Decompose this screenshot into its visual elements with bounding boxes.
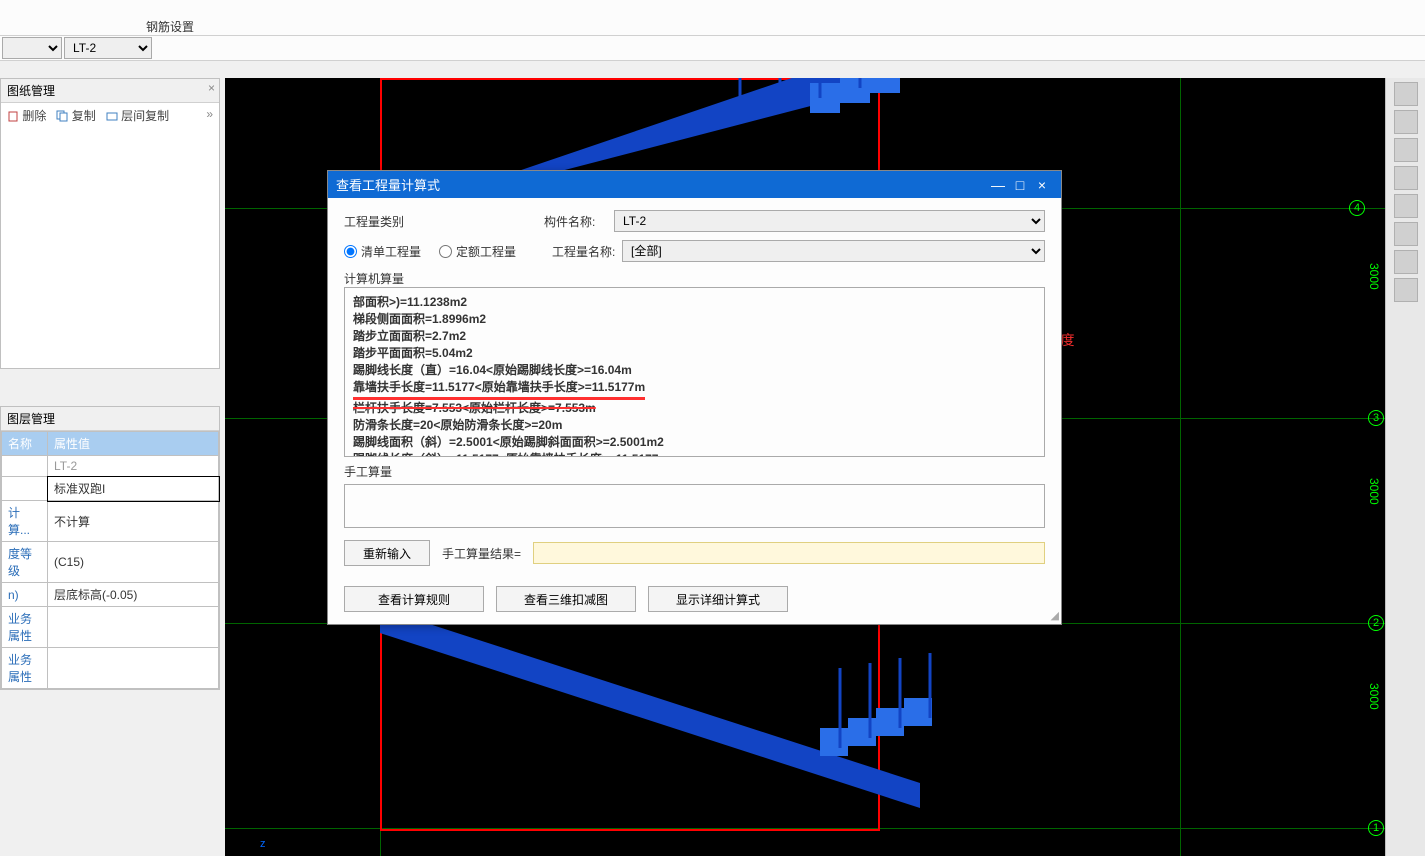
category-label: 工程量类别 bbox=[344, 213, 414, 230]
prop-value[interactable] bbox=[48, 648, 219, 689]
prop-label: 业务属性 bbox=[2, 648, 48, 689]
manual-result-value bbox=[533, 542, 1045, 564]
ribbon-tab-rebar[interactable]: 钢筋设置 bbox=[146, 18, 194, 35]
tool-icon[interactable] bbox=[1394, 250, 1418, 274]
axis-mark: 4 bbox=[1349, 200, 1365, 216]
cube-icon[interactable] bbox=[1394, 194, 1418, 218]
more-icon[interactable]: » bbox=[206, 107, 213, 124]
dialog-titlebar[interactable]: 查看工程量计算式 — □ × bbox=[328, 171, 1061, 198]
calc-result-box[interactable]: 部面积>)=11.1238m2梯段侧面面积=1.8996m2踏步立面面积=2.7… bbox=[344, 287, 1045, 457]
panel-drawing-manage: 图纸管理 × 删除 复制 层间复制 » bbox=[0, 78, 220, 369]
dialog-footer: 查看计算规则 查看三维扣减图 显示详细计算式 bbox=[328, 576, 1061, 624]
calc-line: 部面积>)=11.1238m2 bbox=[353, 294, 1036, 311]
copy-button[interactable]: 复制 bbox=[56, 107, 95, 124]
show-detail-button[interactable]: 显示详细计算式 bbox=[648, 586, 788, 612]
axis-mark: 3 bbox=[1368, 410, 1384, 426]
calc-line: 踏步立面面积=2.7m2 bbox=[353, 328, 1036, 345]
radio-quota-qty[interactable]: 定额工程量 bbox=[439, 243, 516, 260]
axis-mark: 2 bbox=[1368, 615, 1384, 631]
axis-mark: 1 bbox=[1368, 820, 1384, 836]
calc-line: 栏杆扶手长度=7.553<原始栏杆长度>=7.553m bbox=[353, 400, 1036, 417]
panel-layer-manage: 图层管理 名称属性值 LT-2标准双跑I计算...不计算度等级(C15)n)层底… bbox=[0, 406, 220, 690]
right-toolbar bbox=[1385, 78, 1425, 856]
calc-line: 梯段侧面面积=1.8996m2 bbox=[353, 311, 1036, 328]
manual-input-box[interactable] bbox=[344, 484, 1045, 528]
tool-icon[interactable] bbox=[1394, 222, 1418, 246]
qty-name-select[interactable]: [全部] bbox=[622, 240, 1045, 262]
qty-name-label: 工程量名称: bbox=[552, 243, 622, 260]
component-select[interactable]: LT-2 bbox=[614, 210, 1045, 232]
radio-list-qty[interactable]: 清单工程量 bbox=[344, 243, 421, 260]
prop-label: 度等级 bbox=[2, 542, 48, 583]
close-icon[interactable]: × bbox=[208, 81, 215, 95]
view-icon[interactable] bbox=[1394, 82, 1418, 106]
manual-result-label: 手工算量结果= bbox=[442, 545, 521, 562]
calc-line: 踢脚线长度（直）=16.04<原始踢脚线长度>=16.04m bbox=[353, 362, 1036, 379]
calc-line: 靠墙扶手长度=11.5177<原始靠墙扶手长度>=11.5177m bbox=[353, 379, 1036, 400]
selector-2[interactable]: LT-2 bbox=[64, 37, 152, 59]
calc-line: 踢脚线面积（斜）=2.5001<原始踢脚斜面面积>=2.5001m2 bbox=[353, 434, 1036, 451]
maximize-icon[interactable]: □ bbox=[1009, 177, 1031, 193]
property-table: 名称属性值 LT-2标准双跑I计算...不计算度等级(C15)n)层底标高(-0… bbox=[1, 431, 219, 689]
panel-toolbar: 删除 复制 层间复制 » bbox=[1, 103, 219, 128]
delete-button[interactable]: 删除 bbox=[7, 107, 46, 124]
prop-label: n) bbox=[2, 583, 48, 607]
selector-1[interactable] bbox=[2, 37, 62, 59]
col-value: 属性值 bbox=[48, 432, 219, 456]
calc-line: 防滑条长度=20<原始防滑条长度>=20m bbox=[353, 417, 1036, 434]
col-name: 名称 bbox=[2, 432, 48, 456]
prop-value[interactable]: LT-2 bbox=[48, 456, 219, 477]
prop-label bbox=[2, 477, 48, 501]
calc-line: 踢脚线长度（斜）=11.5177<原始靠墙扶手长度>=11.5177m bbox=[353, 451, 1036, 457]
dialog-title: 查看工程量计算式 bbox=[336, 175, 987, 194]
ribbon: 钢筋设置 bbox=[0, 0, 1425, 36]
component-label: 构件名称: bbox=[544, 213, 614, 230]
view-icon[interactable] bbox=[1394, 110, 1418, 134]
cube-icon[interactable] bbox=[1394, 138, 1418, 162]
prop-value[interactable] bbox=[48, 607, 219, 648]
layer-copy-button[interactable]: 层间复制 bbox=[106, 107, 169, 124]
panel-title: 图纸管理 bbox=[7, 84, 55, 98]
grid-icon[interactable] bbox=[1394, 278, 1418, 302]
prop-value[interactable]: 标准双跑I bbox=[48, 477, 219, 501]
stair-bottom bbox=[380, 608, 940, 828]
resize-icon[interactable]: ◢ bbox=[1051, 609, 1059, 622]
prop-value[interactable]: (C15) bbox=[48, 542, 219, 583]
selector-row: LT-2 bbox=[0, 36, 1425, 61]
prop-label bbox=[2, 456, 48, 477]
minimize-icon[interactable]: — bbox=[987, 177, 1009, 193]
calc-line: 踏步平面面积=5.04m2 bbox=[353, 345, 1036, 362]
panel-header: 图纸管理 × bbox=[1, 79, 219, 103]
dim-text: 3000 bbox=[1361, 683, 1381, 710]
prop-label: 业务属性 bbox=[2, 607, 48, 648]
view-rules-button[interactable]: 查看计算规则 bbox=[344, 586, 484, 612]
panel-header: 图层管理 bbox=[1, 407, 219, 431]
manual-label: 手工算量 bbox=[344, 463, 1045, 480]
dim-text: 3000 bbox=[1361, 478, 1381, 505]
prop-value[interactable]: 层底标高(-0.05) bbox=[48, 583, 219, 607]
dim-text: 3000 bbox=[1361, 263, 1381, 290]
close-icon[interactable]: × bbox=[1031, 177, 1053, 193]
prop-label: 计算... bbox=[2, 501, 48, 542]
panel-title: 图层管理 bbox=[7, 412, 55, 426]
calc-label: 计算机算量 bbox=[344, 270, 1045, 287]
reinput-button[interactable]: 重新输入 bbox=[344, 540, 430, 566]
prop-value[interactable]: 不计算 bbox=[48, 501, 219, 542]
view-3d-button[interactable]: 查看三维扣减图 bbox=[496, 586, 636, 612]
dialog-quantity-formula: 查看工程量计算式 — □ × 工程量类别 构件名称: LT-2 清单工程量 定额… bbox=[327, 170, 1062, 625]
axis-z-label: z bbox=[260, 838, 266, 850]
cube-icon[interactable] bbox=[1394, 166, 1418, 190]
